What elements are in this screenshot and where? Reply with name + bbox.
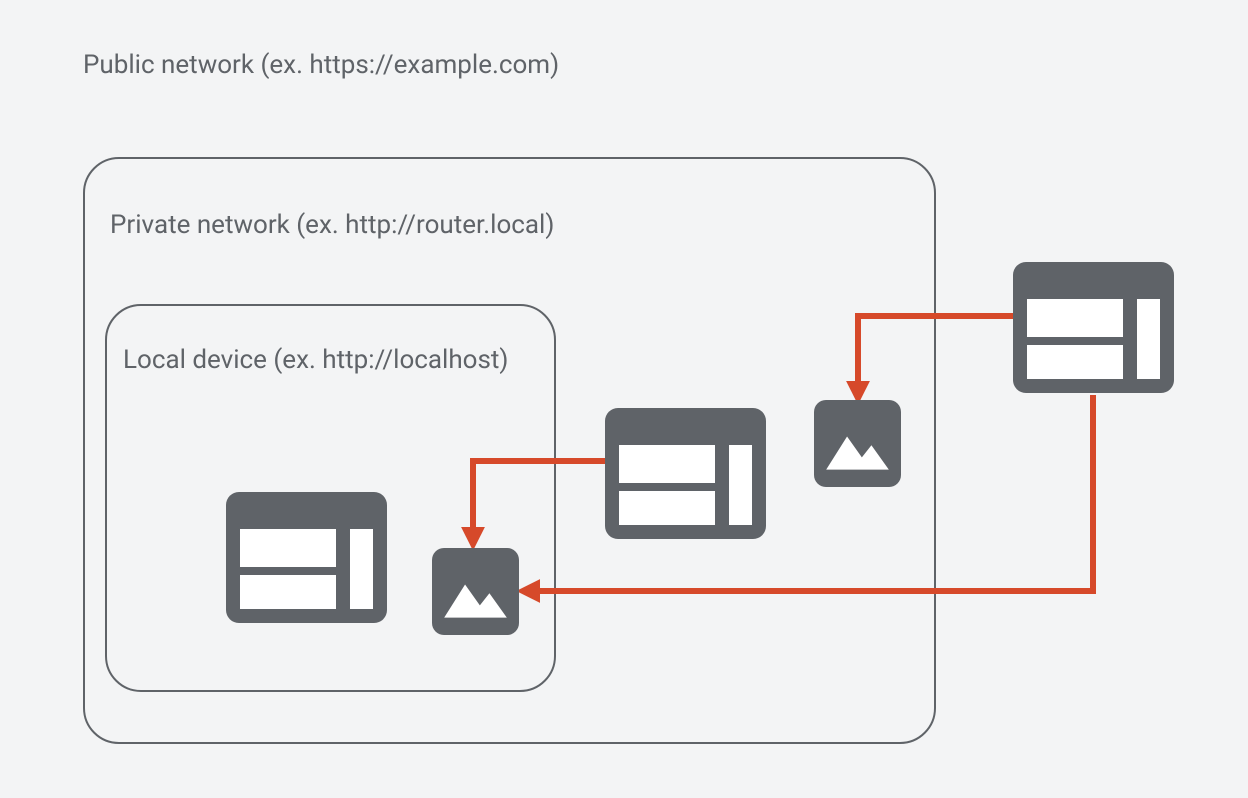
local-network-label: Local device (ex. http://localhost): [123, 345, 508, 375]
diagram-canvas: Public network (ex. https://example.com)…: [0, 0, 1248, 798]
public-network-label: Public network (ex. https://example.com): [83, 50, 559, 80]
private-network-label: Private network (ex. http://router.local…: [110, 210, 554, 240]
browser-window-icon-public: [1013, 262, 1174, 393]
